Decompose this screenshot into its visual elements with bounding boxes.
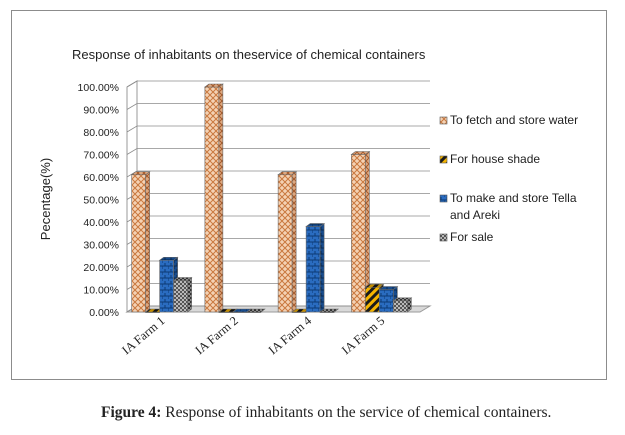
legend-swatch [439,233,448,242]
bar-for-sale-ia-farm-1 [172,276,193,313]
y-tick-label: 100.00% [78,82,119,94]
x-tick-label: IA Farm 4 [266,313,315,357]
figure-caption-label: Figure 4: [101,404,162,421]
bars [130,83,413,313]
chart-canvas: Response of inhabitants on theservice of… [38,47,578,357]
y-axis-label: Pecentage(%) [38,158,53,240]
bar-to-fetch-and-store-water-ia-farm-4 [277,171,298,313]
legend-label: To make and store Tella and Areki [450,191,577,222]
x-tick-label: IA Farm 2 [192,314,240,358]
bar-for-sale-ia-farm-4 [319,308,340,313]
y-tick-label: 40.00% [83,217,119,229]
bar-to-fetch-and-store-water-ia-farm-1 [130,171,151,313]
chart-frame: Response of inhabitants on theservice of… [11,10,607,421]
y-tick-label: 10.00% [83,285,119,297]
legend-label: To fetch and store water [450,113,578,127]
figure-caption-text: Response of inhabitants on the service o… [165,404,552,421]
bar-to-fetch-and-store-water-ia-farm-5 [350,150,371,313]
chart-title: Response of inhabitants on theservice of… [72,47,426,62]
y-axis: 0.00% 10.00% 20.00% 30.00% 40.00% 50.00% 60.00… [78,82,119,319]
legend-item-for-sale: For sale [439,230,494,244]
gridline [126,148,430,155]
legend-item-to-make-and-store-tella-and-areki: To make and store Tella and Areki [439,191,577,222]
y-tick-label: 70.00% [83,150,119,162]
legend-swatch [439,116,448,125]
y-tick-label: 30.00% [83,240,119,252]
legend-label: For sale [450,230,494,244]
y-tick-label: 0.00% [89,307,119,319]
figure-caption: Figure 4: Response of inhabitants on the… [101,404,551,422]
x-axis: IA Farm 1 IA Farm 2 IA Farm 4 IA Farm 5 [119,313,387,357]
y-tick-label: 20.00% [83,262,119,274]
y-tick-label: 60.00% [83,172,119,184]
bar-to-make-and-store-tella-and-areki-ia-farm-4 [305,222,326,313]
legend-item-for-house-shade: For house shade [439,152,540,166]
bar-for-sale-ia-farm-2 [245,308,266,313]
bar-for-sale-ia-farm-5 [392,297,413,313]
x-tick-label: IA Farm 1 [119,314,167,358]
y-tick-label: 80.00% [83,127,119,139]
gridline [126,125,430,133]
y-tick-label: 50.00% [83,195,119,207]
x-tick-label: IA Farm 5 [339,314,387,358]
legend-swatch [439,194,448,203]
gridline [126,103,430,110]
legend-swatch [439,155,448,164]
gridline [126,170,430,178]
legend-item-to-fetch-and-store-water: To fetch and store water [439,113,578,127]
bar-to-fetch-and-store-water-ia-farm-2 [203,83,224,313]
legend-label: For house shade [450,152,540,166]
gridline [126,80,430,88]
legend: To fetch and store water For house shade T… [439,113,578,244]
y-tick-label: 90.00% [83,105,119,117]
